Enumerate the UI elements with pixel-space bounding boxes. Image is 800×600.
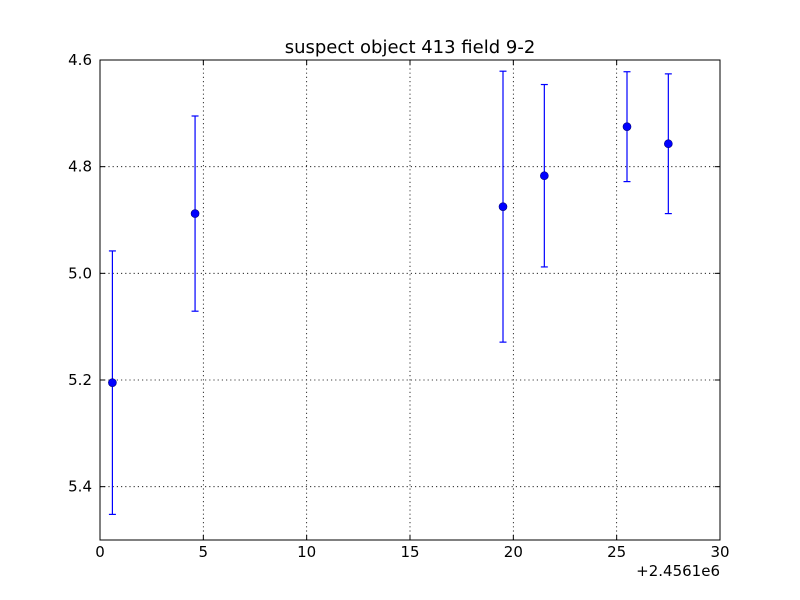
data-point <box>664 139 673 149</box>
chart-title: suspect object 413 field 9-2 <box>285 37 536 58</box>
y-tick-label: 5.4 <box>68 478 92 496</box>
x-tick-label: 0 <box>95 543 105 561</box>
data-series <box>108 70 673 516</box>
x-tick-label: 30 <box>710 543 729 561</box>
data-point <box>540 171 549 181</box>
x-tick-label: 10 <box>297 543 316 561</box>
data-point <box>108 378 117 387</box>
data-point <box>190 209 200 218</box>
x-tick-label: 20 <box>504 543 523 561</box>
x-offset-label: +2.4561e6 <box>636 562 720 580</box>
x-tick-label: 5 <box>199 543 209 561</box>
axes: 0 5 10 15 20 25 30 4.6 4.8 5.0 5.2 5.4 <box>68 51 729 561</box>
x-tick-label: 15 <box>400 543 419 561</box>
y-tick-label: 4.6 <box>68 51 92 69</box>
y-tick-label: 5.2 <box>68 371 92 389</box>
y-tick-label: 5.0 <box>68 264 92 282</box>
y-tick-label: 4.8 <box>68 158 92 176</box>
x-tick-label: 25 <box>607 543 626 561</box>
grid <box>100 60 720 540</box>
data-point <box>498 202 508 211</box>
data-point <box>622 122 632 131</box>
